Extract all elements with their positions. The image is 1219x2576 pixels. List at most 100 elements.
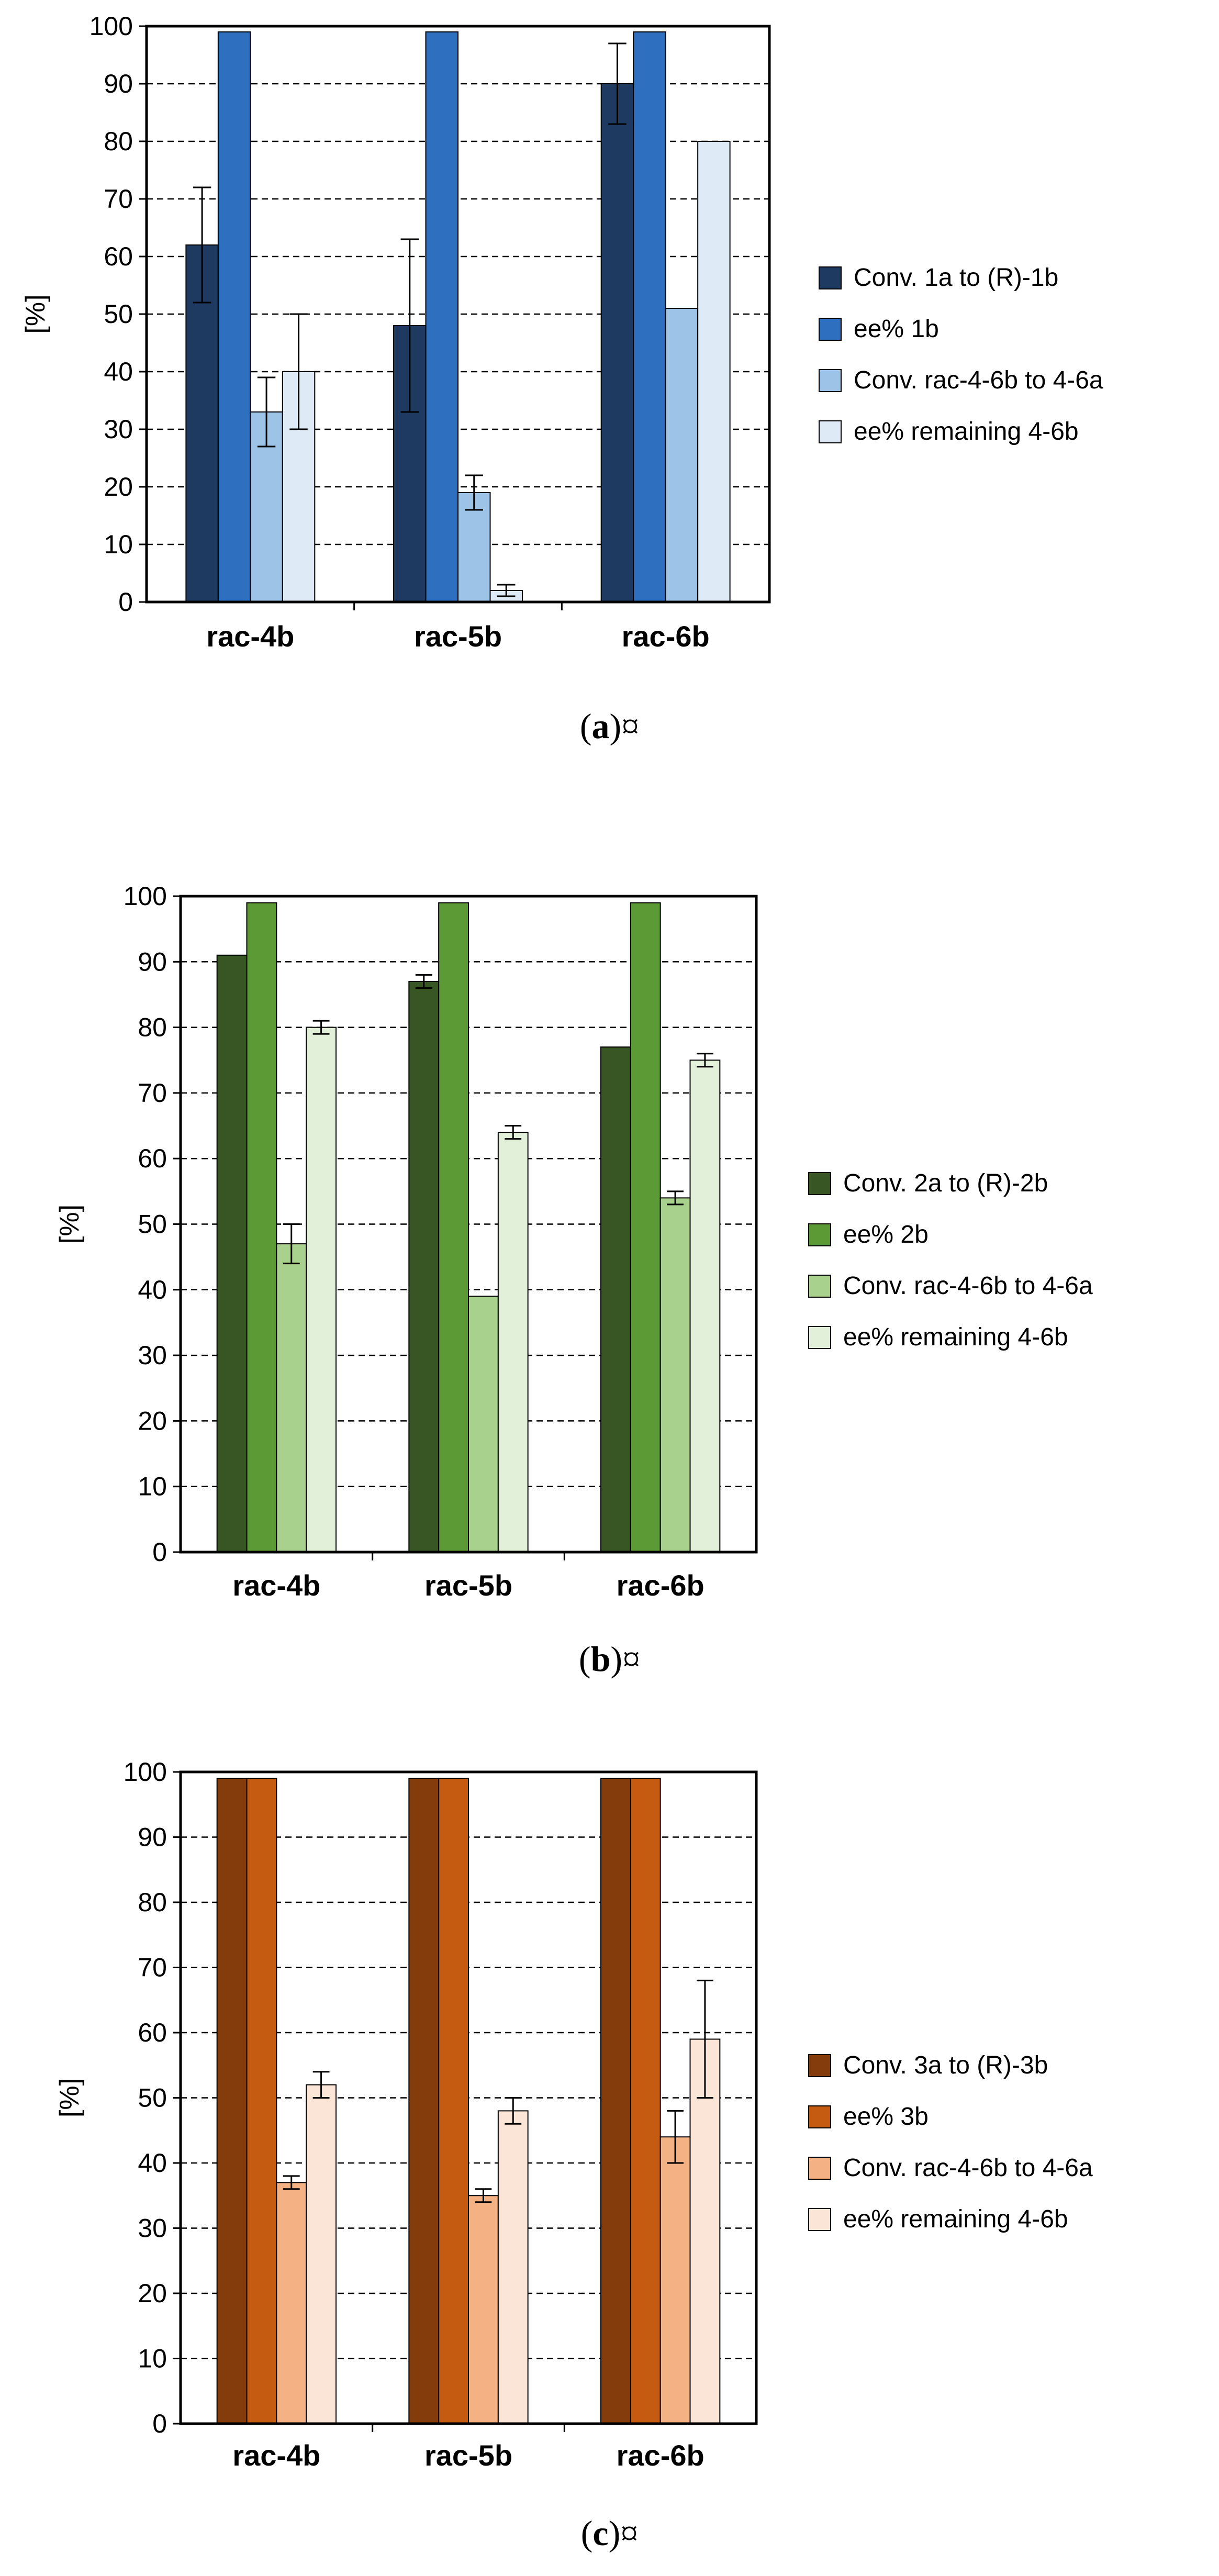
bar-rac-4b-series-1 xyxy=(216,954,248,1553)
bar-rac-4b-series-2 xyxy=(246,1778,277,2425)
bar-rac-6b-series-1 xyxy=(600,1046,631,1553)
y-tick-label: 90 xyxy=(104,69,133,98)
y-tick-label: 80 xyxy=(104,127,133,156)
chart-panel-a: 0 10 20 30 40 50 60 70 80 90 100 rac-4b rac-5b rac-6b… xyxy=(0,0,1219,775)
y-tick-label: 70 xyxy=(138,1953,167,1982)
bar-rac-6b-series-2 xyxy=(633,31,666,603)
y-tick-label: 80 xyxy=(138,1013,167,1042)
y-tick-label: 10 xyxy=(104,530,133,559)
y-tick-label: 20 xyxy=(104,472,133,501)
y-tick-label: 50 xyxy=(138,1210,167,1239)
bar-rac-5b-series-3 xyxy=(468,1296,499,1553)
y-tick-label: 30 xyxy=(104,415,133,444)
bar-rac-6b-series-3 xyxy=(659,1197,691,1553)
bar-rac-5b-series-3 xyxy=(468,2195,499,2424)
bar-rac-6b-series-2 xyxy=(630,1778,661,2425)
chart-panel-b: 0 10 20 30 40 50 60 70 80 90 100 rac-4b rac-5b rac-6b… xyxy=(0,853,1219,1722)
bar-rac-4b-series-4 xyxy=(306,1027,337,1553)
legend-swatch xyxy=(808,1275,831,1298)
bar-rac-4b-series-3 xyxy=(276,1243,307,1553)
y-tick-label: 20 xyxy=(138,2279,167,2308)
x-category-label: rac-6b xyxy=(617,1569,704,1602)
x-category-label: rac-5b xyxy=(424,2439,512,2472)
y-axis-label: [%] xyxy=(54,2078,85,2117)
y-tick-label: 100 xyxy=(124,1757,167,1787)
error-bar xyxy=(667,2110,684,2164)
error-bar xyxy=(697,1979,713,2099)
plot-border xyxy=(179,895,758,1554)
legend-swatch xyxy=(808,1223,831,1246)
legend-label: Conv. 3a to (R)-3b xyxy=(843,2051,1048,2079)
y-tick-label: 10 xyxy=(138,1472,167,1501)
error-bar xyxy=(289,313,308,430)
bar-rac-4b-series-2 xyxy=(217,31,251,603)
error-bar xyxy=(415,974,432,989)
chart-b: 0 10 20 30 40 50 60 70 80 90 100 rac-4b rac-5b rac-6b… xyxy=(54,882,1093,1602)
bar-rac-6b-series-2 xyxy=(630,902,661,1553)
bar-rac-5b-series-1 xyxy=(408,980,440,1553)
y-tick-label: 40 xyxy=(104,357,133,386)
y-tick-label: 80 xyxy=(138,1888,167,1917)
error-bar xyxy=(257,376,276,448)
x-category-label: rac-4b xyxy=(206,620,294,653)
error-bar xyxy=(497,584,516,597)
y-tick-label: 40 xyxy=(138,2148,167,2178)
error-bar xyxy=(608,42,627,125)
y-tick-label: 40 xyxy=(138,1275,167,1304)
y-axis-label: [%] xyxy=(54,1205,85,1244)
y-tick-label: 70 xyxy=(138,1078,167,1108)
error-bar xyxy=(697,1053,713,1068)
legend-swatch xyxy=(808,1326,831,1349)
legend-swatch xyxy=(808,1172,831,1195)
x-category-label: rac-4b xyxy=(232,2439,320,2472)
bar-rac-4b-series-2 xyxy=(246,902,277,1553)
legend-swatch xyxy=(819,318,842,341)
y-tick-label: 0 xyxy=(118,587,133,617)
y-tick-label: 60 xyxy=(138,1144,167,1173)
caption-a: (a)¤ xyxy=(579,706,640,746)
legend-label: ee% remaining 4-6b xyxy=(843,2205,1068,2233)
error-bar xyxy=(193,186,211,304)
bar-rac-6b-series-3 xyxy=(659,2136,691,2424)
bar-rac-5b-series-1 xyxy=(408,1778,440,2425)
error-bar xyxy=(505,2097,522,2125)
y-tick-label: 0 xyxy=(152,2409,167,2438)
error-bar xyxy=(283,2175,300,2190)
legend-label: Conv. 1a to (R)-1b xyxy=(854,264,1058,292)
error-bar xyxy=(475,2188,492,2203)
plot-border xyxy=(179,1770,758,2425)
legend-label: ee% remaining 4-6b xyxy=(854,418,1079,445)
y-tick-label: 60 xyxy=(138,2018,167,2047)
legend-swatch xyxy=(808,2105,831,2128)
caption-letter: c xyxy=(592,2513,609,2553)
caption-letter: a xyxy=(591,706,610,746)
caption-b: (b)¤ xyxy=(578,1639,641,1679)
y-tick-label: 10 xyxy=(138,2344,167,2373)
legend-label: ee% remaining 4-6b xyxy=(843,1323,1068,1351)
x-category-label: rac-4b xyxy=(232,1569,320,1602)
chart-panel-c: 0 10 20 30 40 50 60 70 80 90 100 rac-4b rac-5b rac-6b… xyxy=(0,1743,1219,2576)
bar-rac-6b-series-3 xyxy=(665,308,699,603)
bar-rac-6b-series-4 xyxy=(689,1060,721,1553)
y-tick-label: 100 xyxy=(90,12,133,41)
legend-swatch xyxy=(808,2208,831,2231)
y-tick-label: 70 xyxy=(104,184,133,214)
legend-swatch xyxy=(819,369,842,392)
bar-rac-4b-series-1 xyxy=(185,244,219,603)
legend-label: ee% 3b xyxy=(843,2103,929,2131)
bar-rac-5b-series-2 xyxy=(438,1778,469,2425)
bar-rac-6b-series-1 xyxy=(600,1778,631,2425)
y-tick-label: 30 xyxy=(138,1341,167,1370)
bar-rac-6b-series-4 xyxy=(697,141,731,603)
y-tick-label: 30 xyxy=(138,2214,167,2243)
bar-rac-5b-series-4 xyxy=(497,2110,529,2424)
chart-a: 0 10 20 30 40 50 60 70 80 90 100 rac-4b rac-5b rac-6b… xyxy=(20,12,1103,653)
y-tick-label: 50 xyxy=(138,2083,167,2113)
legend-swatch xyxy=(819,420,842,443)
error-bar xyxy=(400,238,419,413)
legend-swatch xyxy=(808,2054,831,2077)
caption-suffix: ¤ xyxy=(621,706,640,746)
bar-rac-5b-series-2 xyxy=(425,31,458,603)
legend-label: Conv. rac-4-6b to 4-6a xyxy=(843,2154,1093,2182)
x-category-label: rac-6b xyxy=(622,620,710,653)
